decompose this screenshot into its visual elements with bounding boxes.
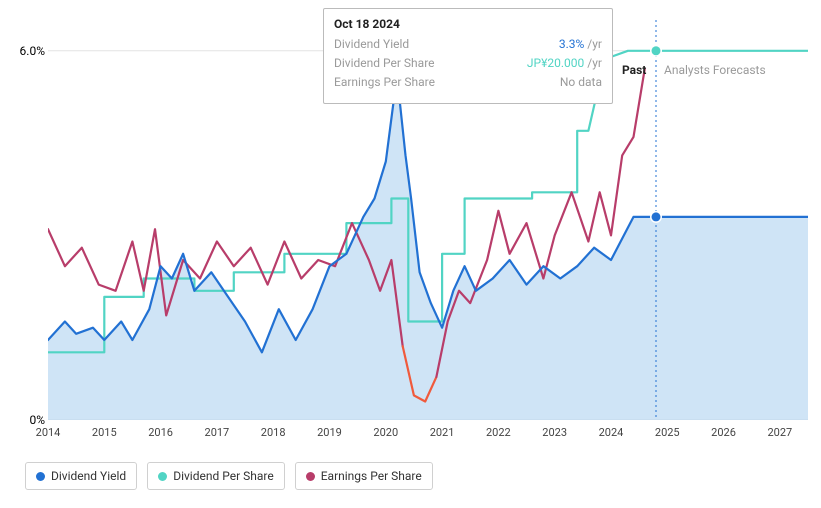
x-tick-label: 2017	[205, 426, 230, 439]
legend-label: Dividend Per Share	[173, 469, 274, 483]
tooltip-row-label: Earnings Per Share	[334, 73, 435, 92]
x-tick-label: 2021	[430, 426, 455, 439]
tooltip-row: Dividend Yield 3.3%/yr	[334, 35, 602, 54]
tooltip-row-label: Dividend Yield	[334, 35, 409, 54]
legend-label: Earnings Per Share	[321, 469, 422, 483]
x-tick-label: 2019	[317, 426, 342, 439]
x-tick-label: 2023	[542, 426, 567, 439]
chart-legend: Dividend Yield Dividend Per Share Earnings…	[25, 462, 433, 490]
dividend-chart: 0% 6.0% 2014 2015 2016 2017 2018 2019 2020 2021 2…	[0, 0, 821, 508]
past-label: Past	[622, 63, 646, 77]
chart-tooltip: Oct 18 2024 Dividend Yield3.3%/yrDividen…	[323, 8, 613, 104]
tooltip-date: Oct 18 2024	[334, 17, 602, 31]
tooltip-row: Dividend Per Share JP¥20.000/yr	[334, 54, 602, 73]
y-tick-label: 0%	[29, 413, 45, 427]
x-tick-label: 2024	[599, 426, 624, 439]
tooltip-row-label: Dividend Per Share	[334, 54, 435, 73]
tooltip-rows: Dividend Yield 3.3%/yr Dividend Per Share J…	[334, 35, 602, 93]
legend-dot-icon	[158, 472, 167, 481]
y-tick-label: 6.0%	[20, 44, 45, 58]
x-tick-label: 2018	[261, 426, 286, 439]
x-tick-label: 2014	[36, 426, 61, 439]
legend-item[interactable]: Dividend Yield	[25, 462, 137, 490]
x-tick-label: 2015	[92, 426, 117, 439]
tooltip-row: Earnings Per Share No data	[334, 73, 602, 92]
x-tick-label: 2027	[767, 426, 792, 439]
x-tick-label: 2022	[486, 426, 511, 439]
legend-label: Dividend Yield	[51, 469, 126, 483]
tooltip-row-unit: /yr	[587, 37, 602, 51]
legend-dot-icon	[306, 472, 315, 481]
x-tick-label: 2025	[655, 426, 680, 439]
tooltip-row-unit: /yr	[587, 56, 602, 70]
tooltip-row-value: No data	[560, 75, 602, 89]
forecast-label: Analysts Forecasts	[664, 63, 766, 77]
tooltip-row-value: JP¥20.000	[527, 56, 584, 70]
legend-item[interactable]: Earnings Per Share	[295, 462, 433, 490]
x-tick-label: 2020	[373, 426, 398, 439]
legend-dot-icon	[36, 472, 45, 481]
x-tick-label: 2016	[148, 426, 173, 439]
tooltip-row-value: 3.3%	[559, 37, 584, 51]
legend-item[interactable]: Dividend Per Share	[147, 462, 285, 490]
x-tick-label: 2026	[711, 426, 736, 439]
